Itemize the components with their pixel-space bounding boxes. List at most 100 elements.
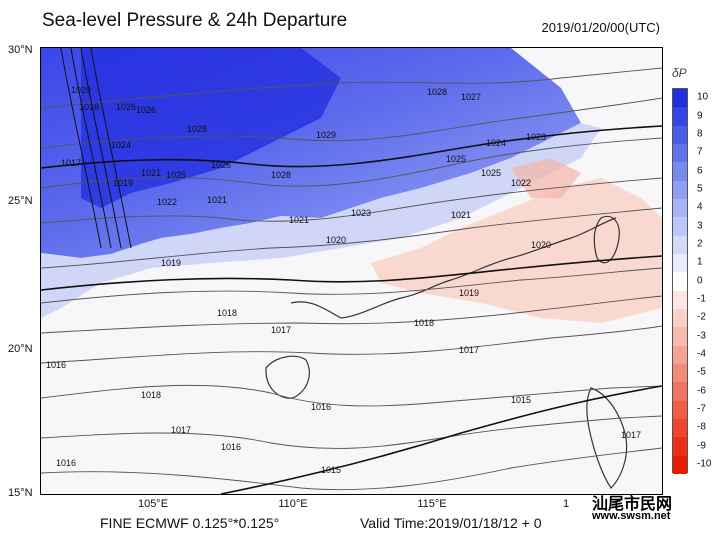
isobar-label: 1018 (79, 102, 99, 112)
isobar-label: 1019 (459, 288, 479, 298)
colorbar-segment (673, 290, 687, 310)
map-canvas: 1028 1027 1026 1028 1029 1025 1024 1023 … (41, 48, 662, 494)
colorbar-segment (673, 272, 687, 292)
isobar-label: 1018 (217, 308, 237, 318)
colorbar-label: 1 (697, 256, 703, 268)
isobar-label: 1028 (427, 87, 447, 97)
isobar-label: 1019 (161, 258, 181, 268)
isobar-label: 1026 (211, 160, 231, 170)
isobar-lines (41, 67, 662, 491)
isobar-label: 1020 (326, 235, 346, 245)
isobar-label: 1020 (71, 85, 91, 95)
colorbar-title: δP (672, 66, 687, 80)
isobar-label: 1022 (157, 197, 177, 207)
isobar-label: 1017 (61, 158, 81, 168)
isobar-label: 1024 (111, 140, 131, 150)
colorbar-segment (673, 89, 687, 108)
strong-core-region (81, 48, 341, 208)
colorbar-label: 8 (697, 128, 703, 140)
isobar-label: 1016 (46, 360, 66, 370)
y-tick-25n: 25°N (8, 195, 33, 207)
isobar-labels: 1028 1027 1026 1028 1029 1025 1024 1023 … (46, 85, 641, 475)
colorbar-segment (673, 400, 687, 420)
isobar-label: 1019 (113, 178, 133, 188)
isobar-label: 1025 (481, 168, 501, 178)
colorbar-label: -2 (697, 311, 706, 323)
y-tick-30n: 30°N (8, 44, 33, 56)
isobar-label: 1017 (171, 425, 191, 435)
colorbar-label: 6 (697, 165, 703, 176)
watermark-site: www.swsm.net (592, 510, 671, 522)
isobar-label: 1016 (221, 442, 241, 452)
coastline (290, 217, 617, 319)
isobar-label: 1022 (511, 178, 531, 188)
isobar-label: 1027 (461, 92, 481, 102)
colorbar-segment (673, 199, 687, 218)
isobar-label: 1026 (136, 105, 156, 115)
colorbar-segment (673, 327, 687, 347)
isobar-label: 1020 (531, 240, 551, 250)
isobar-label: 1023 (526, 132, 546, 142)
colorbar-segment (673, 217, 687, 237)
y-tick-15n: 15°N (8, 487, 33, 499)
x-tick-110e: 110°E (278, 498, 308, 510)
moderate-departure-region (41, 123, 601, 318)
colorbar-label: 0 (697, 275, 703, 286)
colorbar-label: -9 (697, 440, 706, 451)
plateau-edge-contours (60, 48, 132, 249)
isobar-label: 1026 (116, 102, 136, 112)
chart-title: Sea-level Pressure & 24h Departure (42, 10, 348, 31)
colorbar-segment (673, 309, 687, 328)
colorbar-segment (673, 107, 687, 127)
isobar-label: 1017 (271, 325, 291, 335)
isobar-label: 1024 (486, 138, 506, 148)
colorbar-segment (673, 125, 687, 145)
x-tick-partial: 1 (562, 498, 570, 510)
colorbar-segment (673, 419, 687, 438)
colorbar-label: -3 (697, 330, 706, 341)
colorbar-label: 3 (697, 220, 703, 231)
isobar-label: 1021 (207, 195, 227, 205)
colorbar-label: -8 (697, 421, 706, 433)
isobar-label: 1021 (289, 215, 309, 225)
bold-isobar-lines (41, 125, 662, 494)
isobar-label: 1017 (459, 345, 479, 355)
colorbar-label: 7 (697, 146, 703, 158)
negative-departure-patch (511, 158, 581, 198)
colorbar-segment (673, 162, 687, 182)
colorbar-label: 5 (697, 183, 703, 195)
colorbar-segment (673, 364, 687, 383)
colorbar-segment (673, 254, 687, 273)
isobar-label: 1028 (187, 124, 207, 134)
colorbar-label: 4 (697, 201, 703, 213)
colorbar-label: -10 (697, 458, 712, 470)
y-tick-20n: 20°N (8, 343, 33, 355)
colorbar-segment (673, 235, 687, 255)
colorbar-segment (673, 437, 687, 457)
x-tick-115e: 115°E (417, 498, 447, 510)
watermark-logo: 汕尾市民网 (592, 494, 673, 513)
colorbar-segment (673, 382, 687, 402)
isobar-label: 1025 (446, 154, 466, 164)
colorbar-label: -6 (697, 385, 706, 396)
negative-departure-region (371, 178, 662, 323)
model-info: FINE ECMWF 0.125°*0.125° (100, 515, 280, 531)
colorbar-segment (673, 455, 687, 475)
isobar-label: 1015 (321, 465, 341, 475)
island-hainan (265, 355, 310, 399)
valid-time: Valid Time:2019/01/18/12 + 0 (360, 515, 542, 531)
colorbar-segment (673, 345, 687, 365)
isobar-label: 1028 (271, 170, 291, 180)
isobar-label: 1025 (166, 170, 186, 180)
colorbar-label: 10 (697, 91, 709, 103)
isobar-label: 1029 (316, 130, 336, 140)
isobar-label: 1023 (351, 208, 371, 218)
colorbar-label: -4 (697, 348, 706, 360)
analysis-timestamp: 2019/01/20/00(UTC) (541, 20, 660, 35)
colorbar-label: 2 (697, 238, 703, 250)
isobar-label: 1016 (311, 402, 331, 412)
isobar-label: 1021 (141, 168, 161, 178)
colorbar-label: 9 (697, 110, 703, 121)
island-luzon (586, 387, 628, 489)
isobar-label: 1018 (414, 318, 434, 328)
